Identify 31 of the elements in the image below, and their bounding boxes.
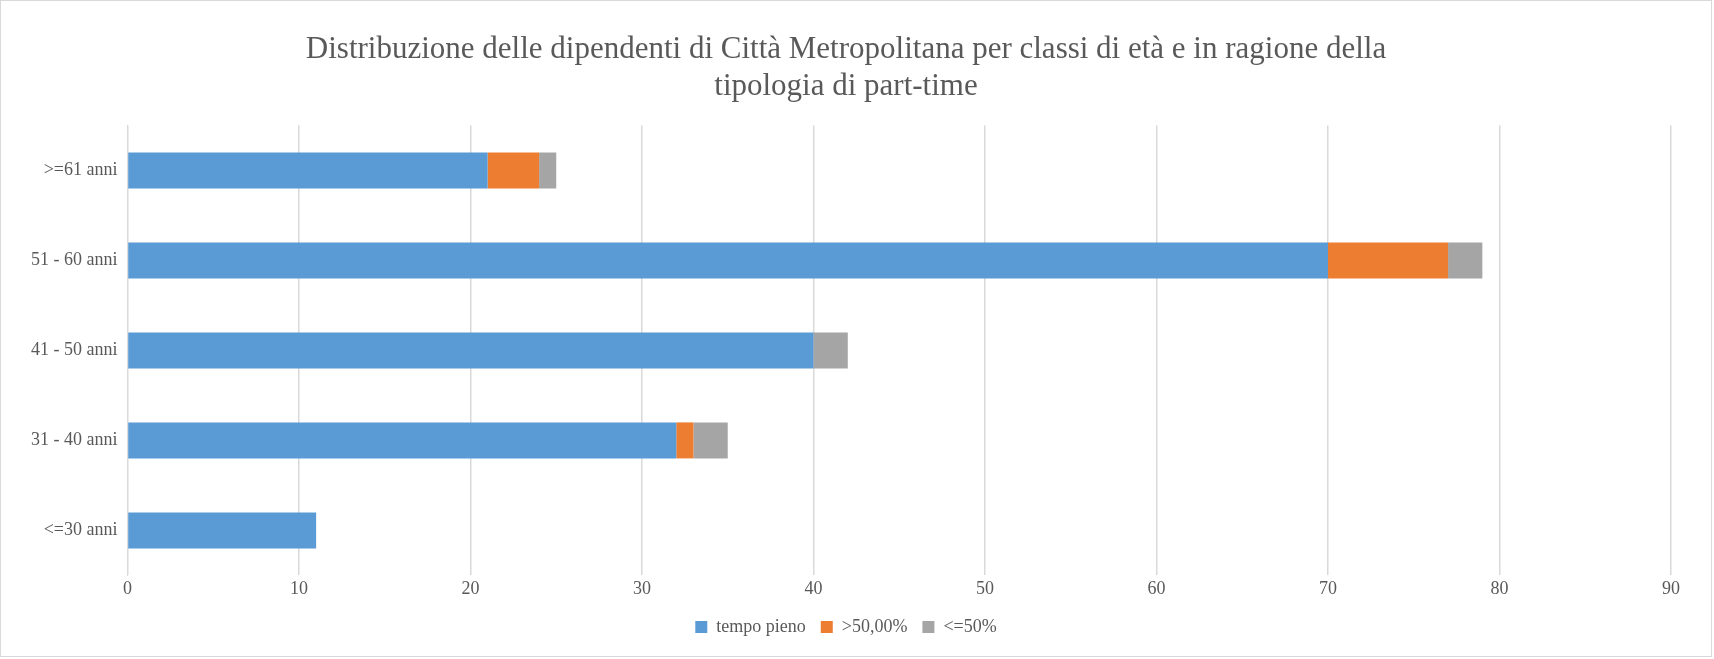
legend-label: >50,00% [841, 615, 908, 636]
bar [128, 332, 814, 369]
x-tick-label: 90 [1662, 577, 1680, 598]
bar [539, 152, 557, 189]
x-tick-label: 0 [122, 577, 132, 598]
legend-label: <=50% [943, 615, 997, 636]
y-tick-label: <=30 anni [43, 519, 118, 540]
y-tick-label: 31 - 40 anni [31, 429, 118, 450]
y-tick-label: 51 - 60 anni [31, 249, 118, 270]
legend-label: tempo pieno [716, 615, 806, 636]
x-tick-label: 70 [1319, 577, 1337, 598]
x-tick-label: 20 [461, 577, 480, 598]
x-tick-label: 50 [975, 577, 994, 598]
bar [128, 152, 488, 189]
bar [1328, 242, 1449, 279]
bar [813, 332, 848, 369]
y-tick-label: 41 - 50 anni [31, 339, 118, 360]
bar [693, 422, 728, 459]
bar [128, 242, 1328, 279]
x-tick-label: 80 [1490, 577, 1509, 598]
y-tick-label: >=61 anni [43, 159, 118, 180]
bar [128, 422, 677, 459]
x-tick-label: 10 [289, 577, 308, 598]
chart-title: Distribuzione delle dipendenti di Città Metropolitana per classi di età e in ragione della tipologia di part-time [305, 29, 1387, 102]
bar [1448, 242, 1483, 279]
bar [128, 512, 317, 549]
bar [676, 422, 694, 459]
bar [487, 152, 540, 189]
x-tick-label: 60 [1147, 577, 1166, 598]
x-tick-label: 40 [804, 577, 823, 598]
x-tick-label: 30 [632, 577, 651, 598]
